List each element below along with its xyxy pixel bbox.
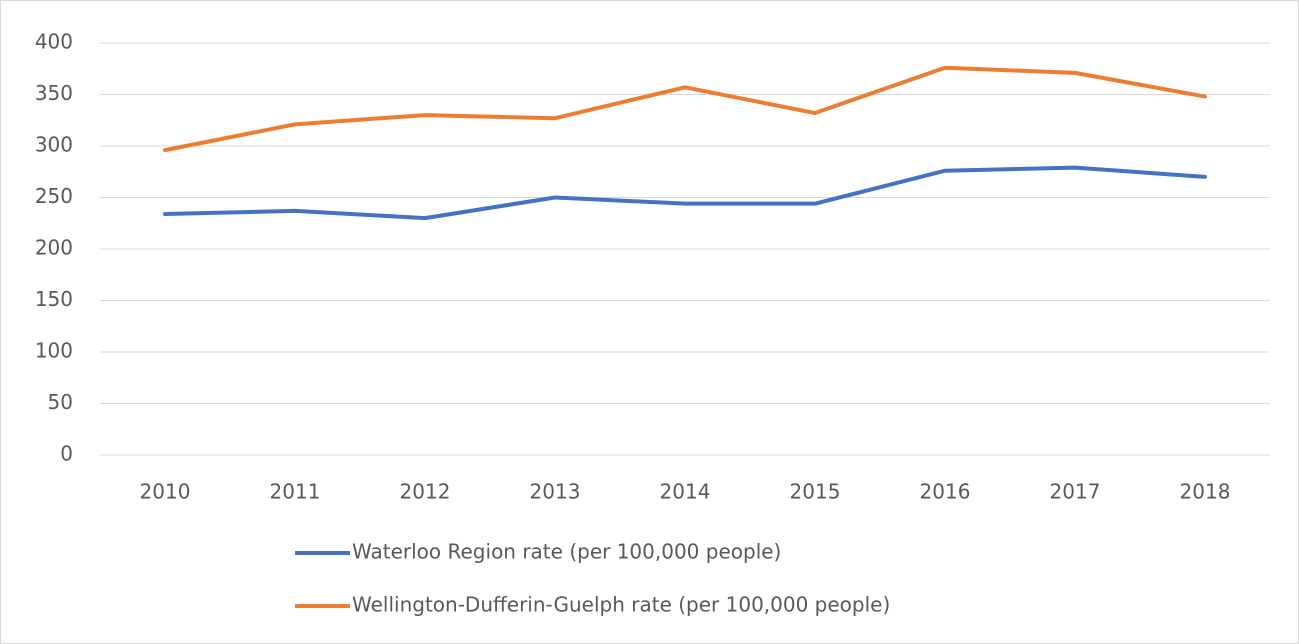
x-tick-label: 2015 bbox=[790, 480, 841, 504]
legend-label: Wellington-Dufferin-Guelph rate (per 100… bbox=[352, 593, 890, 617]
x-tick-label: 2010 bbox=[140, 480, 191, 504]
y-tick-label: 400 bbox=[35, 30, 73, 54]
x-tick-label: 2013 bbox=[530, 480, 581, 504]
legend-label: Waterloo Region rate (per 100,000 people… bbox=[352, 540, 781, 564]
y-tick-label: 0 bbox=[60, 442, 73, 466]
y-tick-label: 300 bbox=[35, 133, 73, 157]
x-tick-label: 2012 bbox=[400, 480, 451, 504]
y-tick-label: 350 bbox=[35, 81, 73, 105]
x-tick-label: 2018 bbox=[1180, 480, 1231, 504]
y-tick-label: 50 bbox=[48, 390, 73, 414]
y-tick-label: 100 bbox=[35, 339, 73, 363]
y-tick-label: 150 bbox=[35, 287, 73, 311]
x-tick-label: 2016 bbox=[920, 480, 971, 504]
data-line bbox=[163, 65, 1207, 153]
x-tick-label: 2011 bbox=[270, 480, 321, 504]
x-tick-label: 2017 bbox=[1050, 480, 1101, 504]
data-line bbox=[163, 165, 1207, 221]
y-tick-label: 200 bbox=[35, 236, 73, 260]
y-tick-label: 250 bbox=[35, 184, 73, 208]
x-tick-label: 2014 bbox=[660, 480, 711, 504]
